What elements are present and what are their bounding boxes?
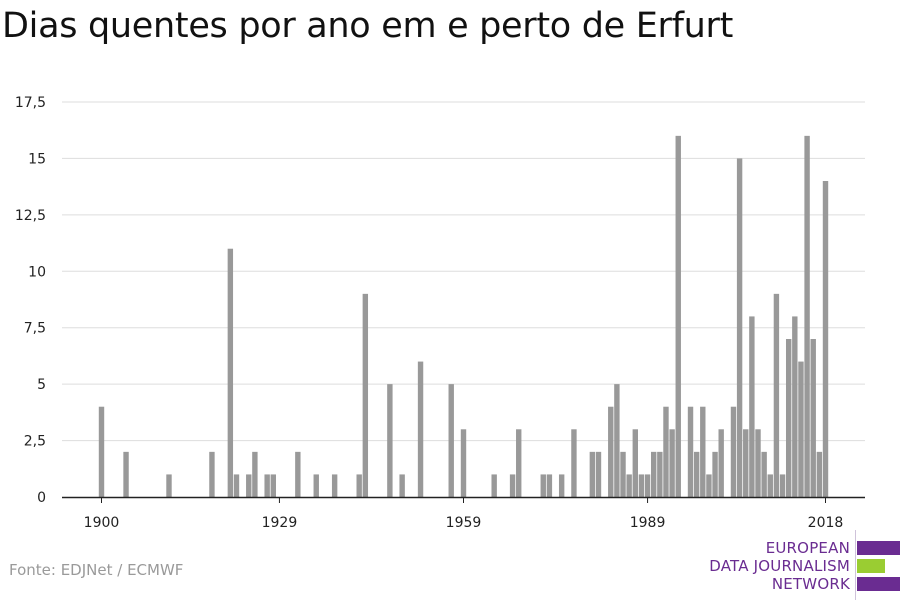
bar <box>417 361 424 497</box>
x-tick-label: 1959 <box>446 515 482 531</box>
bar <box>571 429 577 497</box>
bar <box>270 474 276 497</box>
gridlines <box>62 101 865 442</box>
bar <box>651 451 657 497</box>
bar <box>516 429 522 497</box>
bar <box>761 451 767 497</box>
chart-title: Dias quentes por ano em e perto de Erfur… <box>2 6 734 46</box>
bar <box>712 451 718 497</box>
y-tick-label: 17,5 <box>15 95 46 111</box>
bar <box>460 429 467 497</box>
bar <box>331 474 338 497</box>
logo-bar-bottom <box>857 577 900 591</box>
bar <box>399 474 405 497</box>
bar <box>693 451 700 497</box>
bar <box>816 451 823 497</box>
y-tick-label: 2,5 <box>24 434 46 450</box>
edjnet-logo: EUROPEAN DATA JOURNALISM NETWORK <box>700 530 900 600</box>
bar <box>755 429 761 497</box>
y-tick-label: 10 <box>28 264 46 280</box>
bar <box>785 339 792 497</box>
bar <box>295 451 301 497</box>
bars <box>98 135 829 497</box>
x-tick-label: 1929 <box>262 515 298 531</box>
bar <box>822 181 829 497</box>
bar <box>718 429 724 497</box>
x-tick-label: 1989 <box>630 515 666 531</box>
bar <box>356 474 362 497</box>
bar <box>779 474 786 497</box>
bar <box>730 406 737 497</box>
bar <box>675 135 681 497</box>
bar <box>595 451 602 497</box>
bar <box>558 474 565 497</box>
bar <box>448 384 454 497</box>
bar <box>166 474 172 497</box>
bar <box>546 474 553 497</box>
bar <box>626 474 632 497</box>
bar <box>509 474 516 497</box>
y-tick-label: 12,5 <box>15 208 46 224</box>
y-tick-label: 0 <box>37 490 46 506</box>
y-tick-label: 5 <box>37 377 46 393</box>
bar <box>669 429 675 497</box>
source-note: Fonte: EDJNet / ECMWF <box>9 561 184 579</box>
logo-text-line3: NETWORK <box>771 575 850 593</box>
bar <box>589 451 596 497</box>
y-axis-labels: 0 2,5 5 7,5 10 12,5 15 17,5 <box>15 95 46 506</box>
bar <box>700 406 706 497</box>
y-tick-label: 15 <box>28 151 46 167</box>
logo-bar-top <box>857 541 900 555</box>
bar <box>810 339 816 497</box>
logo-text-line2: DATA JOURNALISM <box>709 557 850 575</box>
bar <box>313 474 319 497</box>
bar <box>209 451 215 497</box>
bar <box>767 474 773 497</box>
bar <box>773 293 780 497</box>
logo-divider <box>855 530 856 600</box>
bar <box>706 474 712 497</box>
y-tick-label: 7,5 <box>24 321 46 337</box>
x-tick-label: 2018 <box>808 515 844 531</box>
bar <box>540 474 546 497</box>
bar <box>644 474 651 497</box>
bar <box>387 384 393 497</box>
bar <box>632 429 638 497</box>
bar <box>233 474 240 497</box>
bar <box>491 474 497 497</box>
bar <box>362 293 369 497</box>
x-axis-ticks: 1900 1929 1959 1989 2018 <box>84 497 844 531</box>
bar <box>743 429 749 497</box>
bar <box>608 406 614 497</box>
bar <box>98 406 105 497</box>
bar <box>246 474 252 497</box>
logo-bar-middle <box>857 559 885 573</box>
bar <box>749 316 755 497</box>
bar <box>227 248 234 497</box>
bar <box>736 158 743 497</box>
bar <box>638 474 645 497</box>
bar <box>657 451 663 497</box>
bar <box>663 406 669 497</box>
bar <box>252 451 258 497</box>
bar <box>614 384 620 497</box>
bar <box>798 361 804 497</box>
logo-text-line1: EUROPEAN <box>765 539 850 557</box>
bar <box>264 474 270 497</box>
x-tick-label: 1900 <box>84 515 120 531</box>
bar <box>123 451 129 497</box>
bar <box>620 451 626 497</box>
bar <box>687 406 694 497</box>
bar <box>804 135 810 497</box>
bar <box>792 316 798 497</box>
